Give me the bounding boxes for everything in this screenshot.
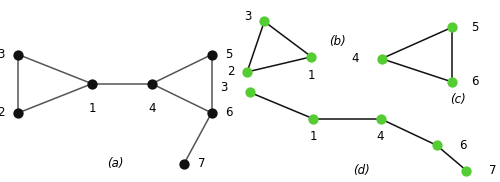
Point <box>246 91 254 94</box>
Text: (d): (d) <box>354 164 370 177</box>
Text: 7: 7 <box>489 164 496 177</box>
Point <box>308 55 316 58</box>
Point <box>208 111 216 114</box>
Text: 1: 1 <box>310 130 317 143</box>
Text: 2: 2 <box>227 65 234 78</box>
Point <box>208 53 216 56</box>
Point <box>310 117 318 120</box>
Point <box>180 162 188 165</box>
Text: 4: 4 <box>148 102 156 115</box>
Text: 1: 1 <box>88 102 96 115</box>
Point <box>448 26 456 29</box>
Text: (a): (a) <box>107 157 123 170</box>
Text: 5: 5 <box>471 21 478 34</box>
Text: 6: 6 <box>471 75 478 88</box>
Text: (b): (b) <box>329 35 345 48</box>
Point <box>462 169 470 172</box>
Point <box>14 53 22 56</box>
Point <box>260 20 268 23</box>
Point <box>376 117 384 120</box>
Text: 3: 3 <box>244 10 252 23</box>
Text: 6: 6 <box>459 139 466 152</box>
Point <box>432 144 440 147</box>
Text: 4: 4 <box>352 52 359 65</box>
Text: 5: 5 <box>226 48 233 61</box>
Point <box>243 70 251 73</box>
Text: 3: 3 <box>220 81 228 94</box>
Text: 1: 1 <box>308 69 315 82</box>
Text: 2: 2 <box>0 106 4 119</box>
Text: 3: 3 <box>0 48 4 61</box>
Text: 4: 4 <box>377 130 384 143</box>
Point <box>148 82 156 85</box>
Point <box>378 57 386 60</box>
Text: 7: 7 <box>198 157 205 170</box>
Point <box>14 111 22 114</box>
Point <box>88 82 96 85</box>
Point <box>448 80 456 83</box>
Text: 6: 6 <box>226 106 233 119</box>
Text: (c): (c) <box>450 93 466 106</box>
